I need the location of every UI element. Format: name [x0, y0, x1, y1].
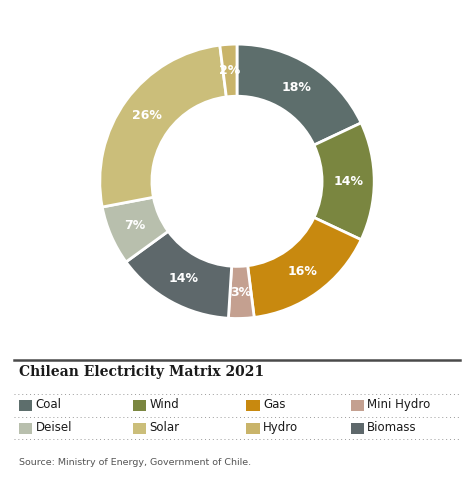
- Text: 18%: 18%: [282, 81, 311, 94]
- Text: Coal: Coal: [36, 398, 62, 411]
- Text: Mini Hydro: Mini Hydro: [367, 398, 430, 411]
- Text: Source: Ministry of Energy, Government of Chile.: Source: Ministry of Energy, Government o…: [19, 458, 251, 467]
- Text: Hydro: Hydro: [263, 421, 298, 434]
- Text: 3%: 3%: [230, 286, 251, 299]
- Wedge shape: [237, 44, 361, 145]
- Text: 2%: 2%: [219, 64, 241, 77]
- Text: Gas: Gas: [263, 398, 285, 411]
- Text: Solar: Solar: [149, 421, 180, 434]
- Wedge shape: [102, 197, 168, 262]
- Text: 14%: 14%: [333, 175, 363, 188]
- Wedge shape: [126, 231, 232, 318]
- Text: Chilean Electricity Matrix 2021: Chilean Electricity Matrix 2021: [19, 365, 264, 379]
- Text: 7%: 7%: [124, 219, 146, 232]
- Wedge shape: [220, 44, 237, 97]
- Wedge shape: [100, 45, 227, 207]
- Text: 26%: 26%: [132, 109, 162, 122]
- Text: 14%: 14%: [168, 272, 199, 285]
- Text: Wind: Wind: [149, 398, 179, 411]
- Text: 16%: 16%: [287, 265, 317, 278]
- Text: Biomass: Biomass: [367, 421, 417, 434]
- Text: Deisel: Deisel: [36, 421, 72, 434]
- Wedge shape: [247, 218, 361, 318]
- Wedge shape: [314, 123, 374, 240]
- Wedge shape: [228, 266, 254, 319]
